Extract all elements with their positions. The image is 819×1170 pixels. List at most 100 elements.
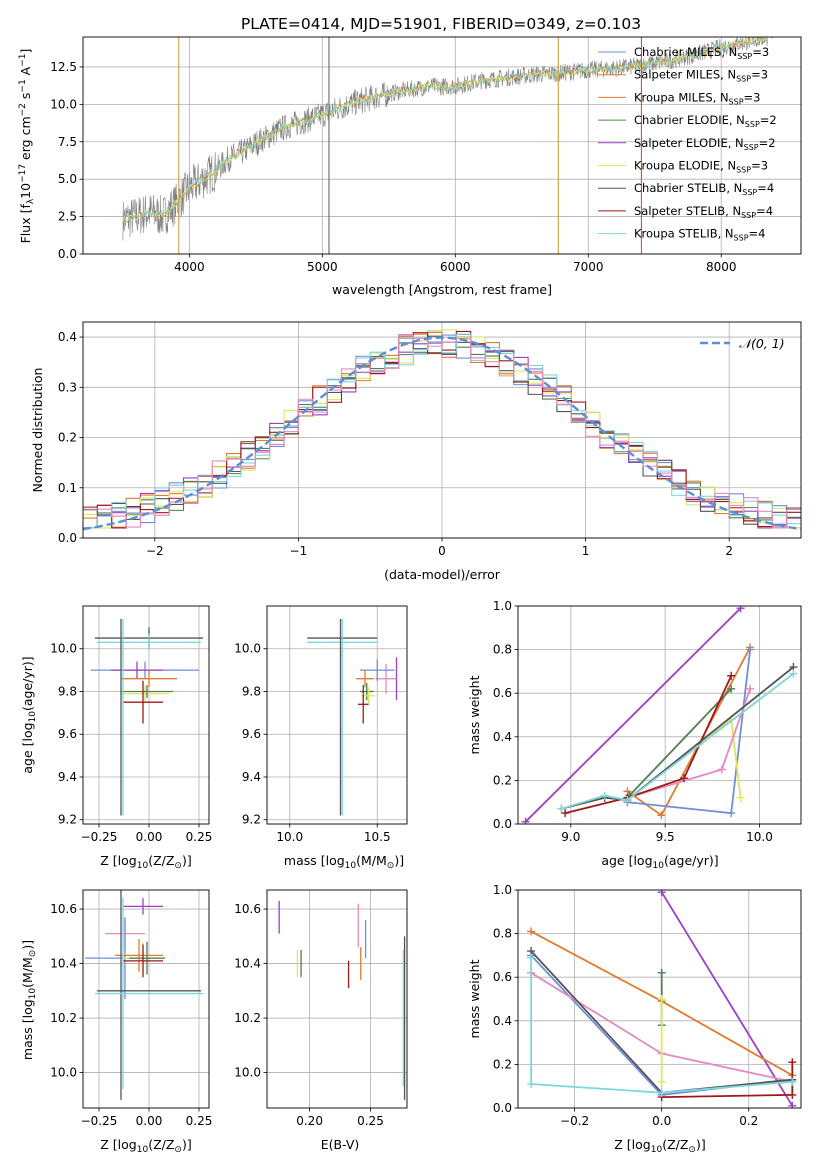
y-axis-label: Normed distribution: [30, 368, 45, 493]
x-tick-label: 8000: [706, 260, 737, 274]
x-tick-label: 10.0: [276, 830, 303, 844]
legend-label: Kroupa MILES, N: [634, 90, 729, 104]
series-marker: [527, 953, 536, 962]
y-tick-label: 0.3: [58, 380, 77, 394]
age-vs-metallicity-panel: −0.25 0.00 0.259.29.49.69.810.0Z [log10(Z/…: [20, 605, 212, 871]
x-tick-label: 0.25: [357, 1114, 384, 1128]
legend-count: =2: [759, 136, 776, 150]
x-tick-label: 2: [725, 544, 733, 558]
y-tick-label: 12.5: [50, 60, 77, 74]
x-axis-label-part: Z [log: [100, 1137, 136, 1152]
x-axis-label: age [log10(age/yr)]: [601, 853, 718, 871]
histogram-step: [83, 334, 801, 529]
x-axis-label-part: ⊙: [174, 1145, 182, 1155]
legend-subscript: SSP: [729, 97, 744, 106]
x-axis-label-part: 10: [653, 861, 665, 871]
y-axis-label-part: Flux [f: [18, 204, 33, 244]
series-line: [660, 891, 794, 1107]
x-tick-label: 0.2: [739, 1114, 758, 1128]
x-axis-label-part: ⊙: [387, 861, 395, 871]
y-axis-label: Flux [fλ10−17 erg cm−2 s−1 A−1]: [18, 49, 36, 244]
x-axis-label-part: )]: [182, 853, 192, 868]
series-marker: [561, 809, 570, 818]
legend-label: Kroupa STELIB, N: [634, 227, 734, 241]
x-axis-label: mass [log10(M/M⊙)]: [284, 853, 404, 871]
x-axis-label-part: age [log: [601, 853, 652, 868]
y-axis-label-part: 10: [28, 988, 38, 1000]
y-tick-label: 0.6: [493, 686, 512, 700]
y-tick-label: 0.4: [493, 730, 512, 744]
y-tick-label: 0.0: [493, 1101, 512, 1115]
legend-entry: Chabrier MILES, NSSP=3: [634, 45, 769, 61]
x-tick-label: 9.0: [561, 830, 580, 844]
y-axis-label-part: age [log: [20, 722, 35, 773]
y-tick-label: 0.2: [493, 1057, 512, 1071]
x-axis-label-part: Z [log: [100, 853, 136, 868]
axes-frame: [517, 889, 802, 1109]
y-axis-label-part: −17: [18, 164, 28, 183]
x-axis-label-part: (age/yr)]: [664, 853, 719, 868]
axes-frame: [82, 889, 210, 1109]
y-tick-label: 10.6: [50, 902, 77, 916]
legend-label: Chabrier STELIB, N: [634, 181, 742, 195]
massweight-vs-metallicity-panel: −0.2 0.0 0.2 0.0 0.2 0.4 0.6 0.8 1.0 Z [log10(Z/Z…: [467, 883, 802, 1155]
y-tick-label: 9.2: [58, 813, 77, 827]
residual-histogram-panel: −2 −1 0 1 2 0.0 0.1 0.2 0.3 0.4 𝒩(0, 1) (data-model…: [30, 321, 802, 582]
series-marker: [600, 791, 609, 800]
series-marker: [527, 927, 536, 936]
x-axis-label-part: 10: [345, 861, 357, 871]
series-line: [564, 675, 733, 814]
x-tick-label: −0.2: [560, 1114, 589, 1128]
y-axis-label: mass weight: [467, 959, 482, 1038]
legend-count: =3: [752, 45, 769, 59]
legend-entry: Kroupa MILES, NSSP=3: [634, 90, 760, 106]
x-axis-label-part: ⊙: [688, 1145, 696, 1155]
series-marker: [746, 645, 755, 654]
x-tick-label: 0: [438, 544, 446, 558]
series-marker: [680, 774, 689, 783]
y-axis-label: age [log10(age/yr)]: [20, 656, 38, 773]
axes-frame: [82, 605, 210, 825]
x-axis-label-part: mass [log: [284, 853, 345, 868]
series-marker: [727, 671, 736, 680]
age-vs-mass-panel: 10.0 10.5 9.2 9.4 9.6 9.8 10.0 mass [log10(M/M⊙…: [234, 605, 408, 871]
legend-label: Salpeter ELODIE, N: [634, 136, 744, 150]
y-tick-label: 10.0: [50, 642, 77, 656]
y-tick-label: 10.0: [234, 1066, 261, 1080]
axes-frame: [82, 36, 802, 255]
y-tick-label: 10.4: [234, 957, 261, 971]
x-axis-label-part: 10: [137, 1145, 149, 1155]
x-tick-label: 7000: [573, 260, 604, 274]
plot-area: [521, 606, 798, 824]
x-tick-label: 10.5: [364, 830, 391, 844]
x-tick-label: 4000: [174, 260, 205, 274]
y-tick-label: 0.8: [493, 927, 512, 941]
legend-entry: Salpeter MILES, NSSP=3: [634, 68, 768, 84]
x-axis-label-part: (Z/Z: [148, 853, 174, 868]
series-marker: [657, 968, 666, 977]
y-tick-label: 0.0: [493, 817, 512, 831]
x-tick-label: 0.0: [652, 1114, 671, 1128]
legend-count: =3: [751, 159, 768, 173]
y-tick-label: 10.6: [234, 902, 261, 916]
x-axis-label: E(B-V): [321, 1137, 360, 1152]
series-marker: [736, 793, 745, 802]
y-tick-label: 0.0: [58, 247, 77, 261]
legend-subscript: SSP: [745, 120, 760, 129]
legend-subscript: SSP: [736, 166, 751, 175]
y-axis-label-part: −1: [18, 79, 28, 92]
legend-label: Chabrier MILES, N: [634, 45, 737, 59]
legend-subscript: SSP: [742, 188, 757, 197]
legend-entry: Kroupa STELIB, NSSP=4: [634, 227, 765, 243]
y-tick-label: 9.8: [58, 684, 77, 698]
plot-area: [122, 37, 774, 254]
x-axis-label-part: (M/M: [356, 853, 387, 868]
axes-frame: [266, 605, 408, 825]
series-marker: [746, 684, 755, 693]
x-tick-label: −2: [146, 544, 164, 558]
series-marker: [789, 669, 798, 678]
axes-frame: [82, 321, 802, 539]
plot-area: [83, 329, 801, 531]
x-axis-label: Z [log10(Z/Z⊙)]: [100, 853, 191, 871]
